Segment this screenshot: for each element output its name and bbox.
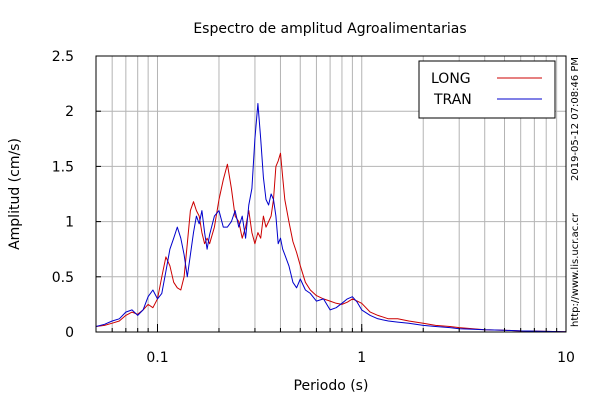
legend-box: [418, 60, 556, 119]
y-axis-ticks: 0 0.5 1 1.5 2 2.5: [52, 49, 101, 341]
y-tick-label: 1.5: [52, 159, 74, 175]
x-axis-label: Periodo (s): [294, 378, 369, 394]
plot-frame: [95, 55, 567, 333]
series-lines: [95, 103, 567, 333]
legend-label-long: LONG: [431, 71, 471, 87]
source-url-label: http://www.lis.ucr.ac.cr: [570, 212, 581, 327]
y-tick-label: 1: [65, 215, 74, 231]
x-tick-label: 1: [357, 350, 366, 366]
timestamp-label: 2019-05-12 07:08:46 PM: [570, 57, 581, 181]
series-line-tran: [95, 103, 567, 333]
y-tick-label: 2.5: [52, 49, 74, 65]
x-tick-label: 0.1: [146, 350, 168, 366]
y-tick-label: 0: [65, 325, 74, 341]
y-axis-label: Amplitud (cm/s): [7, 138, 23, 250]
y-tick-label: 0.5: [52, 270, 74, 286]
series-line-long: [95, 152, 567, 333]
grid-lines: [96, 56, 566, 332]
x-axis-ticks: 0.1 1 10: [111, 324, 575, 366]
y-tick-label: 2: [65, 104, 74, 120]
x-tick-label: 10: [557, 350, 575, 366]
legend-label-tran: TRAN: [433, 92, 472, 108]
chart-title: Espectro de amplitud Agroalimentarias: [193, 21, 466, 37]
legend: LONG TRAN: [418, 60, 556, 119]
